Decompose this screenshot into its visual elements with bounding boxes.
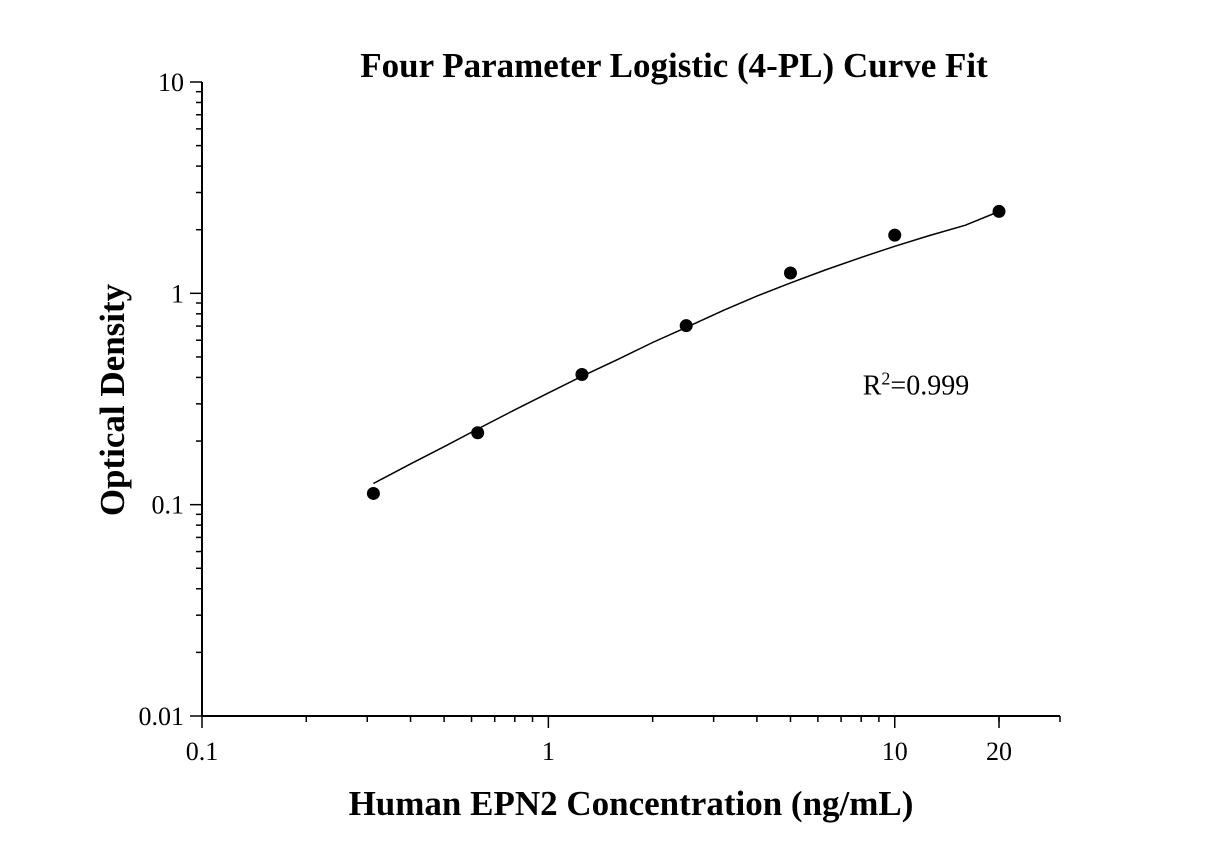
data-point xyxy=(575,367,589,381)
x-tick-label: 1 xyxy=(542,737,555,766)
r-squared-annotation: R2=0.999 xyxy=(863,369,969,402)
chart-title: Four Parameter Logistic (4-PL) Curve Fit xyxy=(360,46,988,85)
data-points xyxy=(366,204,1006,500)
fit-curve-group xyxy=(373,210,1000,485)
fit-curve xyxy=(373,210,1000,485)
data-point xyxy=(783,266,797,280)
data-point xyxy=(992,204,1006,218)
x-tick-label: 20 xyxy=(986,737,1012,766)
y-tick-label: 0.01 xyxy=(139,702,185,731)
x-axis-label: Human EPN2 Concentration (ng/mL) xyxy=(349,784,914,823)
data-point xyxy=(888,228,902,242)
data-point xyxy=(679,319,693,333)
data-point xyxy=(471,426,485,440)
data-point xyxy=(366,486,380,500)
y-tick-label: 10 xyxy=(158,68,184,97)
y-axis-label: Optical Density xyxy=(93,283,132,516)
y-tick-label: 0.1 xyxy=(152,491,185,520)
x-tick-label: 0.1 xyxy=(186,737,219,766)
x-tick-label: 10 xyxy=(882,737,908,766)
axes xyxy=(201,82,1060,717)
y-tick-label: 1 xyxy=(171,279,184,308)
